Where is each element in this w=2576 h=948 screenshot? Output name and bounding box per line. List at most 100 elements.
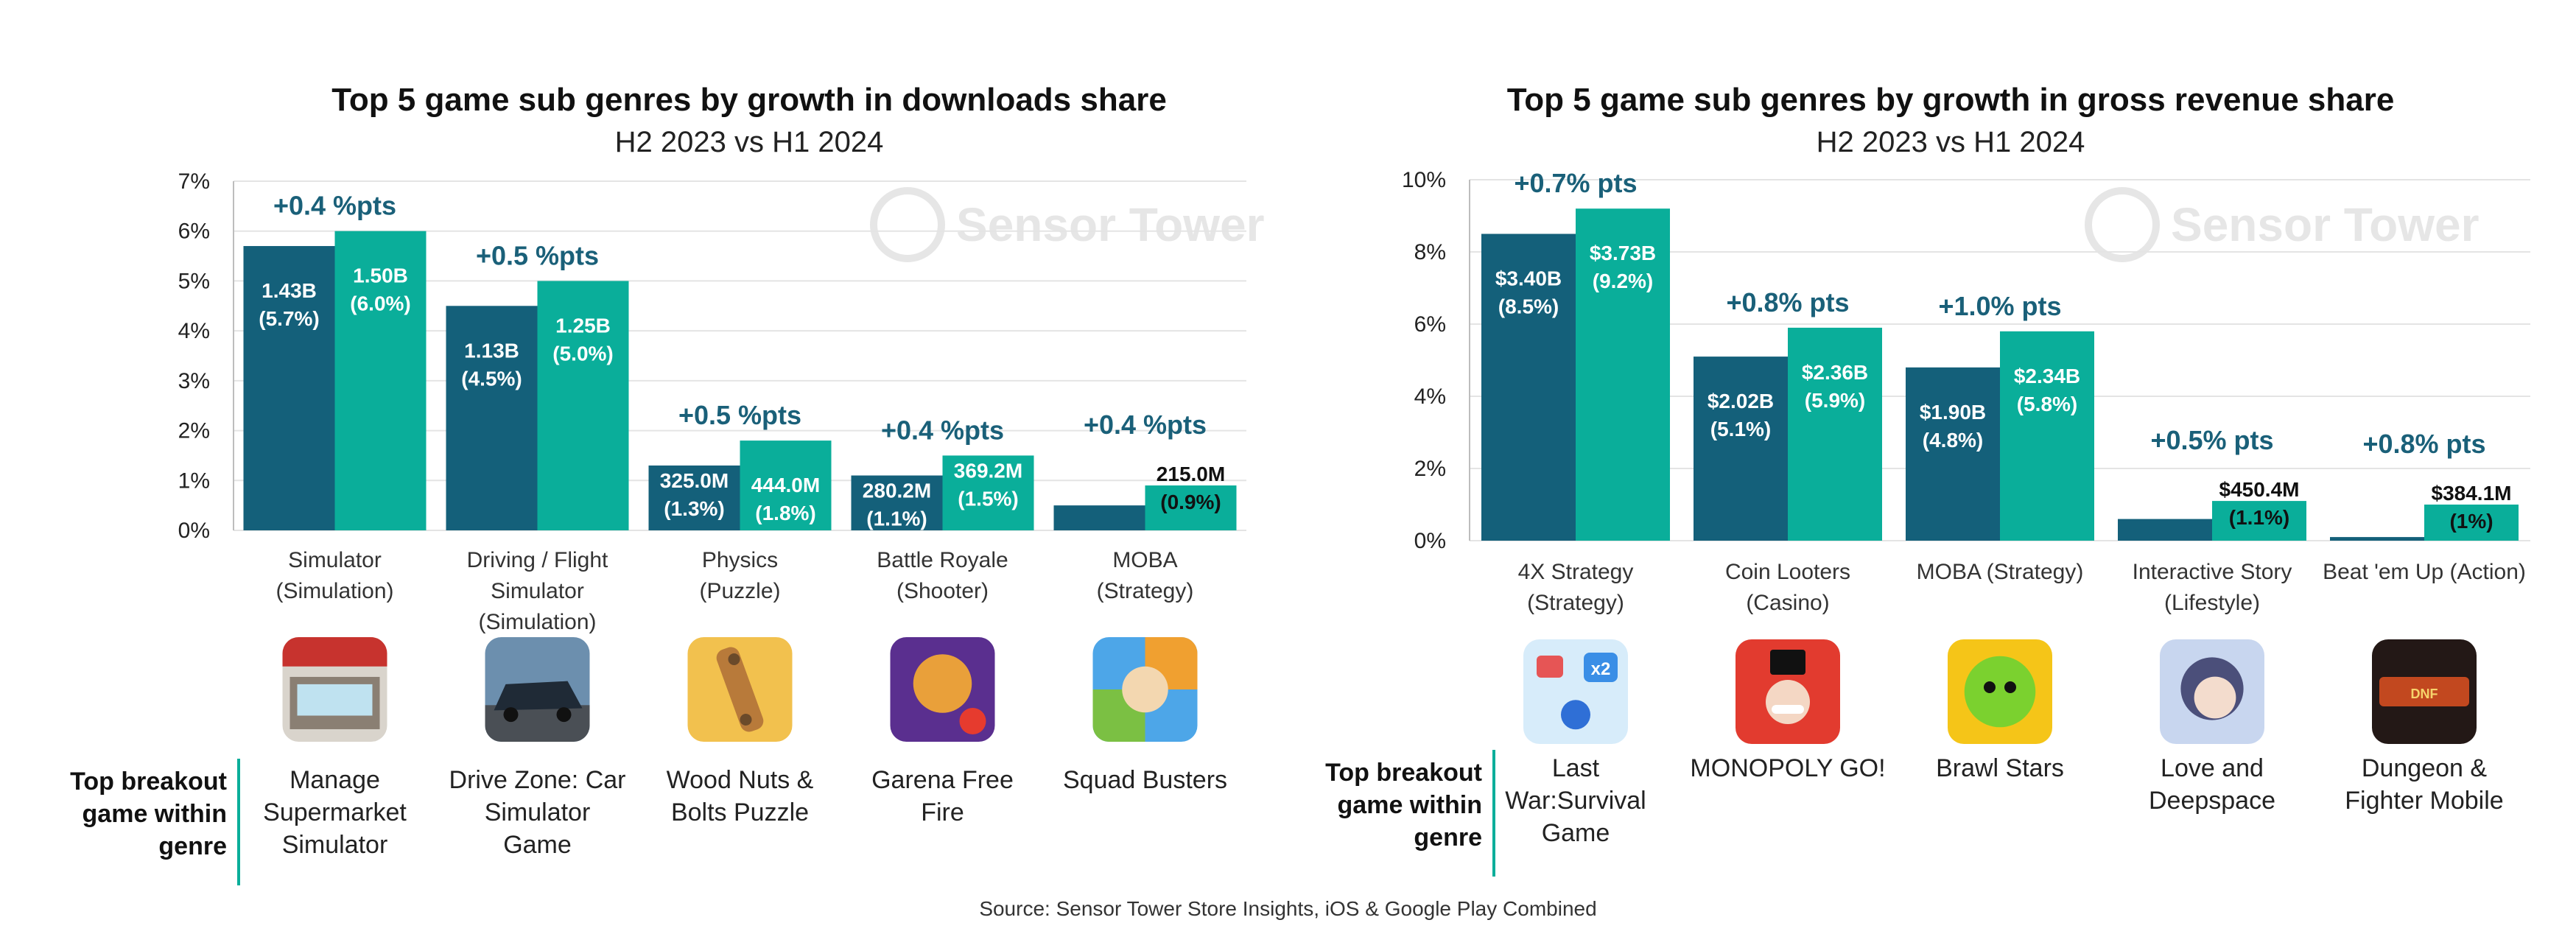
chart-title: Top 5 game sub genres by growth in downl… (331, 82, 1167, 118)
breakout-game-name: Love and Deepspace (2149, 754, 2275, 815)
delta-label: +0.8% pts (2362, 429, 2485, 459)
chart-title: Top 5 game sub genres by growth in gross… (1507, 82, 2395, 118)
bar-h1-2024 (740, 440, 832, 530)
icon-hat (1770, 650, 1805, 675)
bar-h1-2024 (2212, 501, 2306, 541)
icon-car (494, 681, 583, 711)
love-deepspace-icon (2160, 639, 2264, 744)
game-icon-group (1736, 639, 1840, 744)
delta-label: +0.8% pts (1726, 287, 1849, 317)
category-label: Coin Looters (Casino) (1725, 560, 1850, 615)
bar-h2-2023 (446, 306, 538, 530)
chart-subtitle: H2 2023 vs H1 2024 (1817, 126, 2085, 158)
watermark-text: Sensor Tower (956, 198, 1264, 251)
y-tick-label: 4% (1414, 385, 1446, 409)
bar-h1-2024 (2000, 331, 2094, 541)
y-tick-label: 0% (1414, 529, 1446, 553)
y-tick-label: 6% (178, 220, 210, 244)
game-icon-group (485, 637, 590, 742)
bar-value-label: $45.5M (0.1%) (2342, 541, 2411, 591)
breakout-label: Top breakout game within genre (1325, 759, 1482, 852)
revenue-chart-svg: Top 5 game sub genres by growth in gross… (1325, 82, 2530, 877)
bar-h1-2024 (1788, 327, 1882, 541)
downloads-share-chart: Top 5 game sub genres by growth in downl… (70, 82, 1264, 885)
revenue-share-chart: Top 5 game sub genres by growth in gross… (1288, 0, 2576, 948)
dungeon-fighter-icon: DNF (2372, 639, 2477, 744)
bar-h1-2024 (2424, 505, 2519, 541)
bar-h1-2024 (537, 281, 629, 530)
icon-wheel (503, 707, 519, 723)
bar-value-label: $2.36B (5.9%) (1802, 361, 1868, 412)
icon-x2 (1584, 653, 1618, 682)
breakout-game-name: Garena Free Fire (871, 766, 1014, 826)
y-tick-label: 1% (178, 468, 210, 493)
icon-face (2194, 676, 2236, 719)
game-icon-group (1948, 639, 2052, 744)
breakout-game-name: Squad Busters (1063, 766, 1227, 794)
icon-road (485, 705, 590, 742)
monopoly-icon (1736, 639, 1840, 744)
icon-logo (2379, 677, 2469, 706)
breakout-game-name: Last War:Survival Game (1505, 754, 1646, 847)
icon-wheel (556, 707, 572, 723)
bar-value-label: 1.13B (4.5%) (461, 339, 522, 390)
icon-soldier (1561, 700, 1590, 730)
category-label: MOBA (Strategy) (1917, 560, 2084, 584)
y-tick-label: 2% (178, 419, 210, 443)
icon-logo-text: DNF (2411, 687, 2438, 701)
y-tick-label: 2% (1414, 457, 1446, 481)
y-tick-label: 6% (1414, 312, 1446, 337)
bar-h1-2024 (334, 231, 427, 530)
game-icon-group (2160, 639, 2264, 744)
squad-busters-icon (1092, 637, 1198, 742)
bar-value-label: 369.2M (1.5%) (954, 459, 1022, 510)
bar-h2-2023 (2118, 519, 2212, 541)
watermark: Sensor Tower (870, 187, 1264, 262)
game-icon-group (687, 637, 793, 742)
breakout-game-name: Brawl Stars (1936, 754, 2064, 782)
delta-label: +0.4 %pts (881, 415, 1004, 445)
watermark-text: Sensor Tower (2171, 198, 2479, 251)
bar-value-label: 1.50B (6.0%) (350, 264, 410, 315)
watermark-logo (870, 187, 945, 262)
delta-label: +0.5 %pts (678, 400, 801, 430)
bar-h2-2023 (1053, 505, 1145, 530)
nuts-bolts-icon (687, 637, 793, 742)
icon-plank (716, 647, 764, 732)
breakout-game-name: Drive Zone: Car Simulator Game (449, 766, 626, 859)
icon-window (297, 684, 373, 716)
breakout-game-name: MONOPOLY GO! (1690, 754, 1885, 782)
delta-label: +0.4 %pts (1084, 410, 1207, 440)
bar-value-label: $2.02B (5.1%) (1708, 390, 1774, 440)
icon-bolt (728, 653, 740, 665)
bar-h2-2023 (1906, 367, 2000, 541)
bar-value-label: 444.0M (1.8%) (751, 474, 820, 524)
bar-h1-2024 (942, 455, 1034, 530)
bar-value-label: $384.1M (1%) (2432, 482, 2512, 533)
y-tick-label: 5% (178, 269, 210, 293)
supermarket-icon (282, 637, 387, 742)
bar-value-label: $1.90B (4.8%) (1920, 401, 1986, 452)
category-label: Beat 'em Up (Action) (2323, 560, 2526, 584)
delta-label: +0.4 %pts (273, 191, 396, 221)
watermark: Sensor Tower (2085, 187, 2479, 262)
bar-h2-2023 (243, 246, 335, 530)
icon-face (1766, 680, 1810, 724)
free-fire-icon (890, 637, 995, 742)
breakout-game-name: Manage Supermarket Simulator (263, 766, 407, 859)
bar-h2-2023 (1694, 357, 1788, 541)
bar-h1-2024 (1576, 208, 1670, 541)
delta-label: +0.5 %pts (476, 240, 599, 270)
last-war-icon: x2 (1523, 639, 1628, 744)
y-tick-label: 8% (1414, 240, 1446, 264)
source-note: Source: Sensor Tower Store Insights, iOS… (979, 897, 1597, 920)
icon-minus (1537, 656, 1563, 678)
bar-h1-2024 (1145, 485, 1237, 530)
category-label: Battle Royale (Shooter) (877, 548, 1008, 603)
bar-h2-2023 (851, 475, 943, 530)
icon-mustache (1772, 705, 1804, 714)
icon-figure (913, 654, 972, 713)
car-icon (485, 637, 590, 742)
game-icon-group (890, 637, 995, 742)
game-icon-group (1092, 637, 1198, 742)
